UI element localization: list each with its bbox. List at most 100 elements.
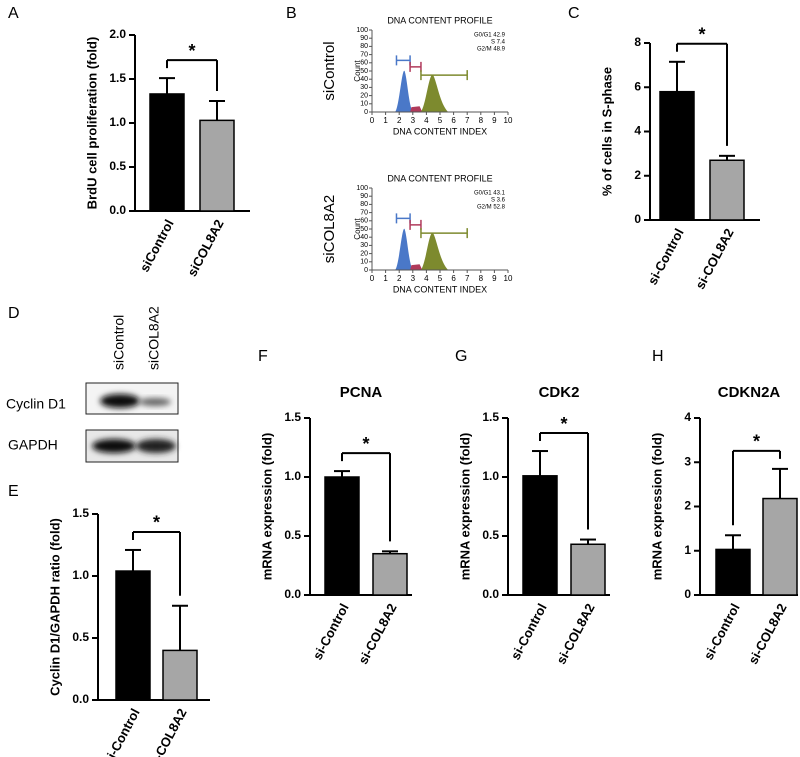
y-tick-label: 1.5 [109,71,126,85]
gate-stat: G0/G1 42.9 [474,33,506,39]
y-tick-label: 1.5 [284,410,301,424]
x-tick-label: 4 [424,274,429,283]
y-axis-label: Count [353,218,362,240]
y-tick-label: 50 [360,68,368,75]
x-tick-label: si-Control [508,601,550,662]
x-axis-label: DNA CONTENT INDEX [393,126,487,136]
x-tick-label: si-Control [101,706,143,757]
histogram-g2 [420,232,449,270]
y-tick-label: 1.0 [72,568,89,582]
blot-band [92,439,136,453]
y-tick-label: 4 [684,410,691,424]
bar [372,552,408,596]
x-tick-label: si-Control [310,601,352,662]
x-tick-label: 2 [397,274,402,283]
panel-label: C [568,5,580,22]
bar [570,543,606,596]
y-tick-label: 1.0 [109,115,126,129]
gate [409,61,422,72]
x-tick-label: si-COL8A2 [745,601,789,667]
y-tick-label: 0.5 [284,528,301,542]
histogram-g1 [395,228,413,270]
panel-label: D [8,305,20,322]
x-tick-label: si-COL8A2 [553,601,597,667]
y-tick-label: 30 [360,84,368,91]
y-tick-label: 40 [360,76,368,83]
x-tick-label: siCOL8A2 [184,217,226,279]
bar [762,497,798,596]
blot-band [136,439,176,453]
x-tick-label: 8 [479,116,484,125]
y-tick-label: 100 [356,27,368,34]
y-tick-label: 10 [360,259,368,266]
panel-label: B [286,5,297,22]
y-tick-label: 90 [360,193,368,200]
y-axis-label: Count [353,60,362,82]
x-tick-label: 9 [492,116,497,125]
x-tick-label: 10 [504,274,513,283]
x-tick-label: 7 [465,274,470,283]
y-tick-label: 40 [360,234,368,241]
y-tick-label: 0.0 [72,692,89,706]
histogram-g1 [395,70,413,112]
y-tick-label: 6 [634,79,641,93]
y-tick-label: 0 [684,587,691,601]
y-tick-label: 60 [360,60,368,67]
lane-label: siControl [111,315,127,370]
x-tick-label: 3 [411,116,416,125]
gate [420,228,468,239]
y-tick-label: 2 [634,168,641,182]
histogram-s [410,106,423,112]
gate [420,70,468,81]
y-tick-label: 2 [684,499,691,513]
y-tick-label: 70 [360,51,368,58]
y-tick-label: 60 [360,218,368,225]
y-tick-label: 1 [684,543,691,557]
x-tick-label: si-Control [645,226,687,287]
chart-title: DNA CONTENT PROFILE [387,173,492,183]
y-tick-label: 100 [356,185,368,192]
chart-title: CDKN2A [718,384,781,401]
x-tick-label: 9 [492,274,497,283]
x-tick-label: 1 [383,116,388,125]
y-tick-label: 0 [634,212,641,226]
y-tick-label: 0 [364,109,368,116]
gate-stat: G0/G1 43.1 [474,191,506,197]
y-tick-label: 2.0 [109,27,126,41]
y-tick-label: 4 [634,124,641,138]
x-tick-label: 10 [504,116,513,125]
y-tick-label: 0.5 [109,159,126,173]
y-tick-label: 0 [364,267,368,274]
gate [409,219,422,230]
y-tick-label: 10 [360,101,368,108]
y-tick-label: 8 [634,35,641,49]
gate [395,55,411,66]
x-tick-label: 8 [479,274,484,283]
bar [522,475,558,596]
sample-label: siCOL8A2 [321,195,338,263]
significance-label: * [753,432,760,452]
histogram-s [410,264,423,270]
significance-bracket [732,449,781,526]
y-tick-label: 50 [360,226,368,233]
y-tick-label: 0.5 [72,630,89,644]
histogram-g2 [420,74,449,112]
gate [395,213,411,224]
x-tick-label: si-COL8A2 [692,226,736,292]
x-tick-label: siControl [137,217,177,274]
y-axis-label: Cyclin D1/GAPDH ratio (fold) [47,518,62,696]
x-tick-label: si-COL8A2 [355,601,399,667]
x-tick-label: 5 [438,116,443,125]
y-tick-label: 1.5 [72,506,89,520]
y-tick-label: 3 [684,454,691,468]
significance-label: * [362,434,369,454]
x-tick-label: 6 [451,116,456,125]
gate-stat: G2/M 48.9 [477,47,506,53]
y-tick-label: 20 [360,250,368,257]
significance-label: * [188,41,195,61]
panel-label: E [8,483,19,500]
x-tick-label: 2 [397,116,402,125]
y-tick-label: 1.5 [482,410,499,424]
